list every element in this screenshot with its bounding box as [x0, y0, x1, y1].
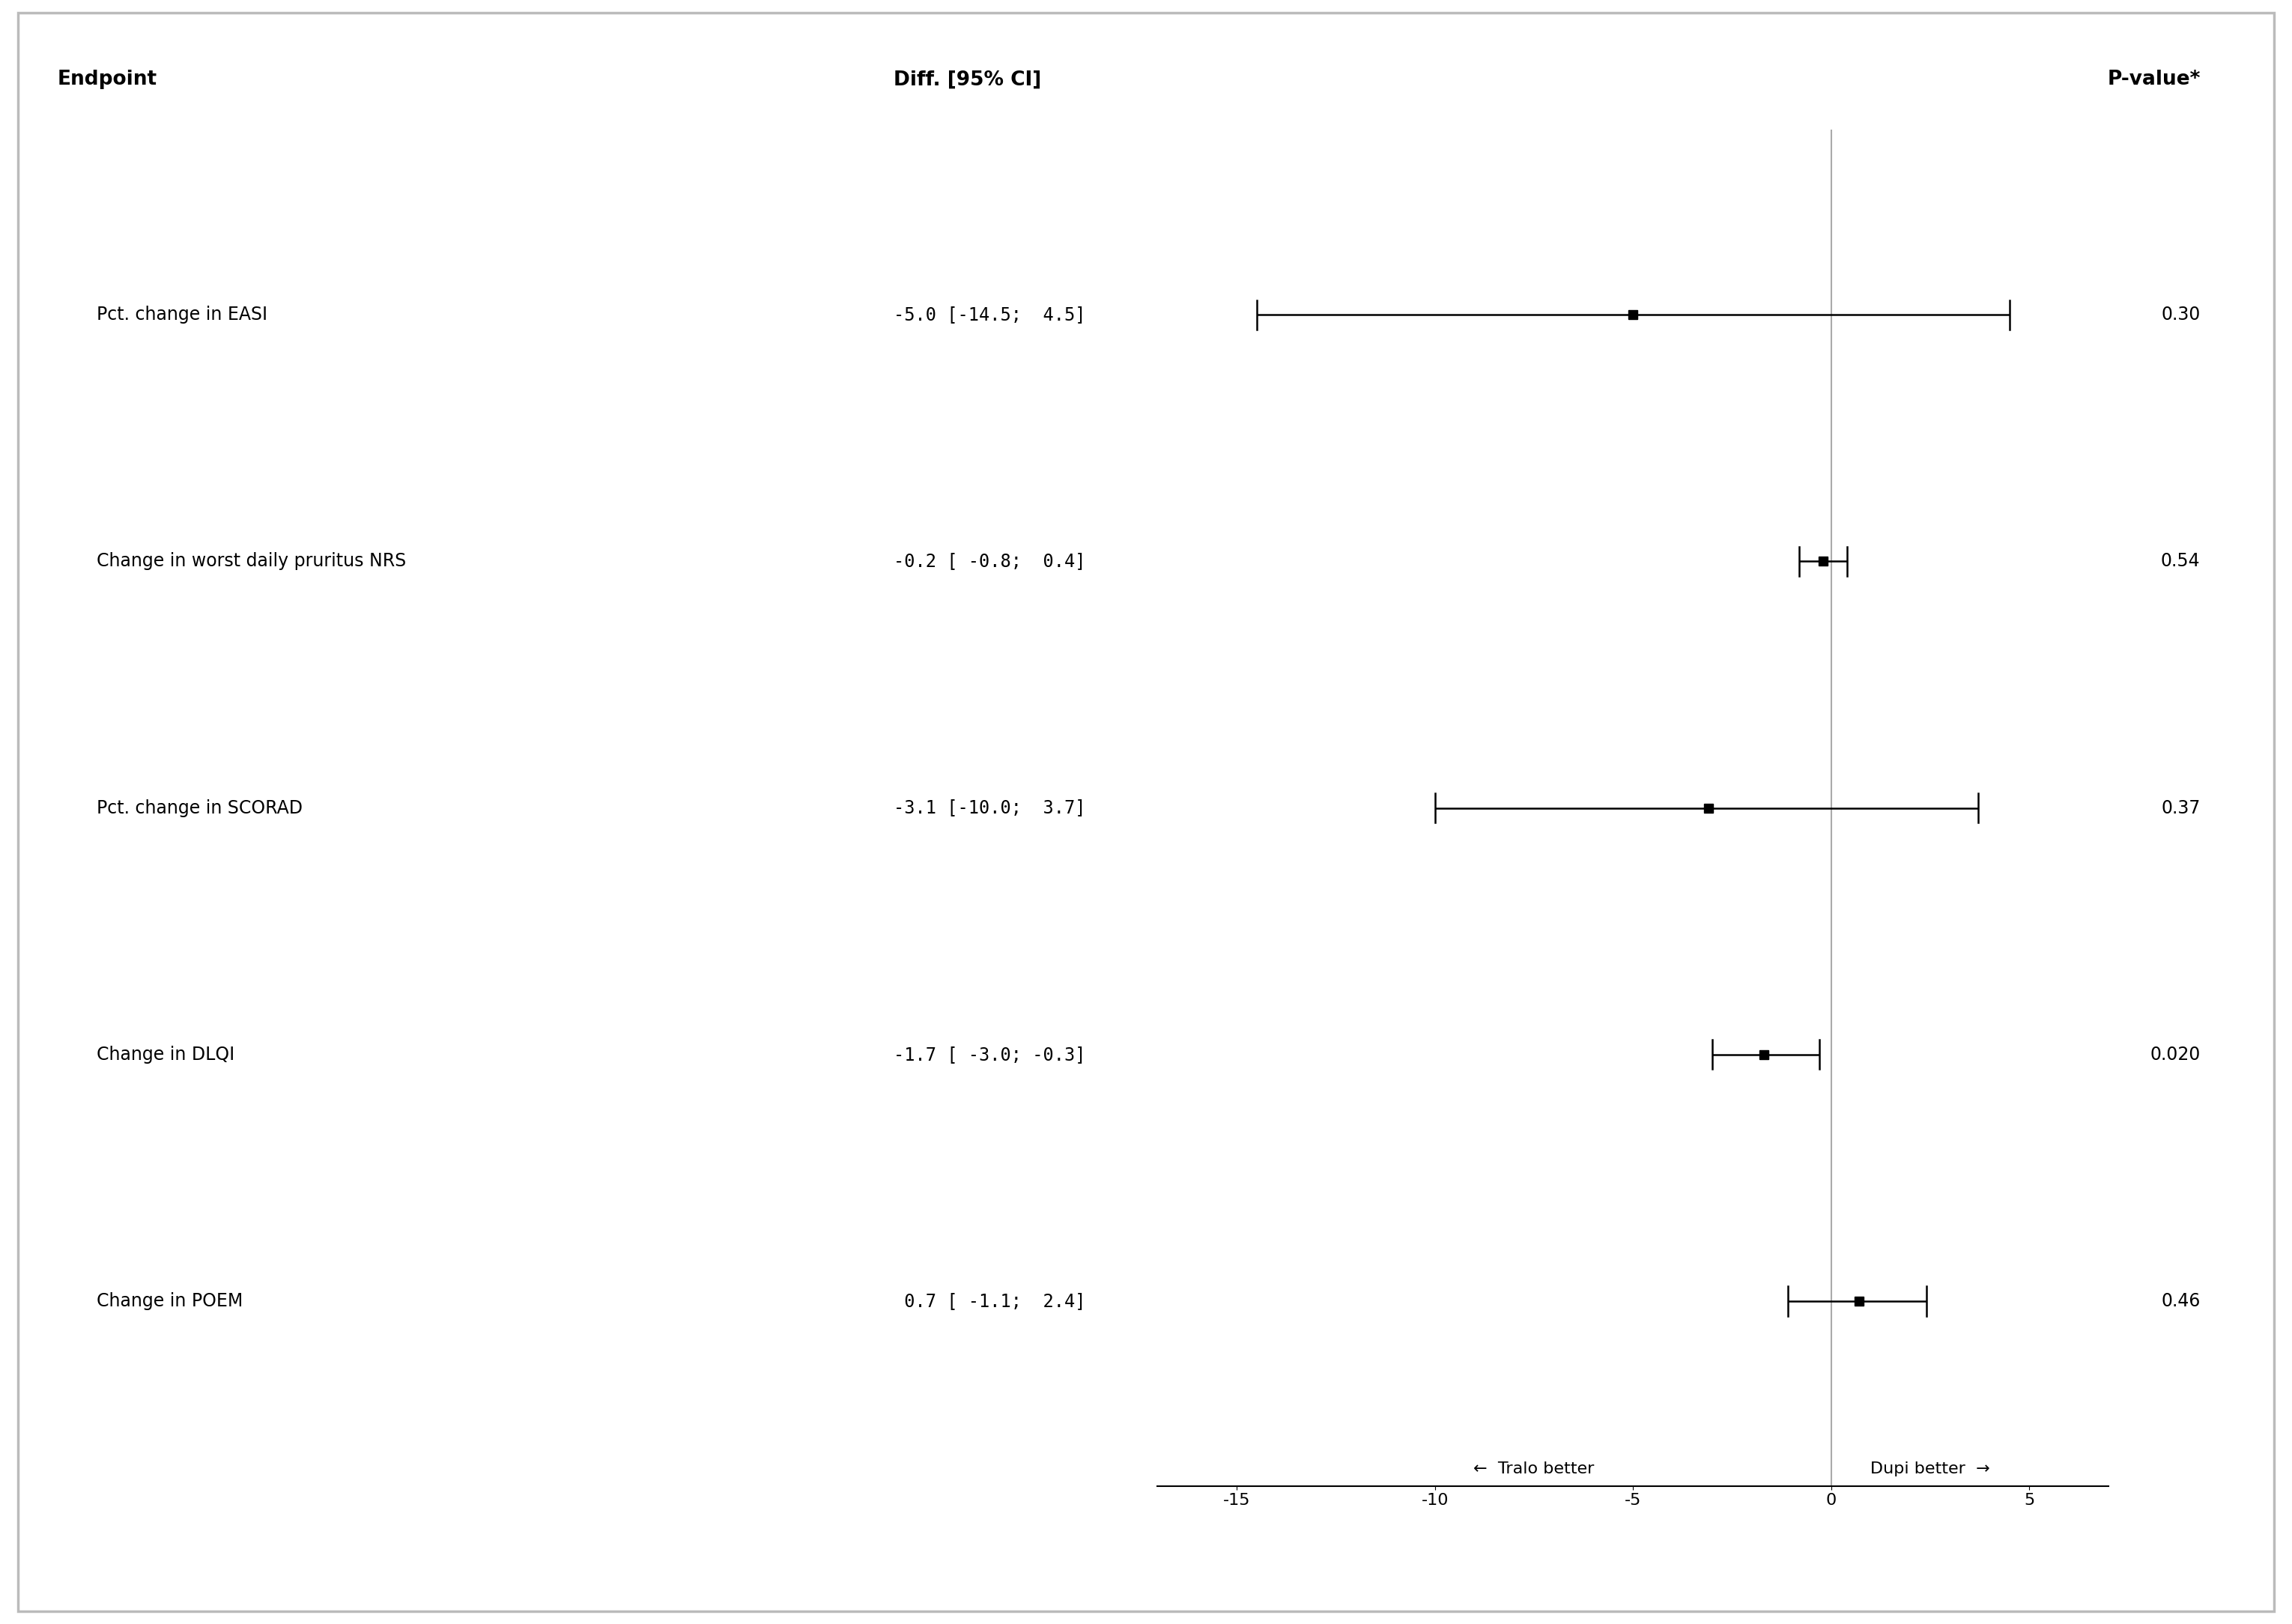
Text: Diff. [95% CI]: Diff. [95% CI]: [894, 70, 1041, 89]
Text: Pct. change in SCORAD: Pct. change in SCORAD: [96, 799, 303, 817]
Text: -0.2 [ -0.8;  0.4]: -0.2 [ -0.8; 0.4]: [894, 552, 1086, 570]
Text: -3.1 [-10.0;  3.7]: -3.1 [-10.0; 3.7]: [894, 799, 1086, 817]
Text: 0.020: 0.020: [2150, 1046, 2200, 1064]
Text: 0.7 [ -1.1;  2.4]: 0.7 [ -1.1; 2.4]: [894, 1293, 1086, 1311]
Text: Pct. change in EASI: Pct. change in EASI: [96, 305, 268, 323]
Text: Change in POEM: Change in POEM: [96, 1293, 243, 1311]
Text: -5.0 [-14.5;  4.5]: -5.0 [-14.5; 4.5]: [894, 305, 1086, 323]
Text: Dupi better  →: Dupi better →: [1870, 1462, 1989, 1476]
Text: 0.30: 0.30: [2161, 305, 2200, 323]
Text: 0.54: 0.54: [2161, 552, 2200, 570]
Text: 0.37: 0.37: [2161, 799, 2200, 817]
Text: ←  Tralo better: ← Tralo better: [1474, 1462, 1595, 1476]
Text: Endpoint: Endpoint: [57, 70, 158, 89]
Text: Change in worst daily pruritus NRS: Change in worst daily pruritus NRS: [96, 552, 406, 570]
Text: 0.46: 0.46: [2161, 1293, 2200, 1311]
Text: P-value*: P-value*: [2106, 70, 2200, 89]
Text: -1.7 [ -3.0; -0.3]: -1.7 [ -3.0; -0.3]: [894, 1046, 1086, 1064]
Text: Change in DLQI: Change in DLQI: [96, 1046, 234, 1064]
